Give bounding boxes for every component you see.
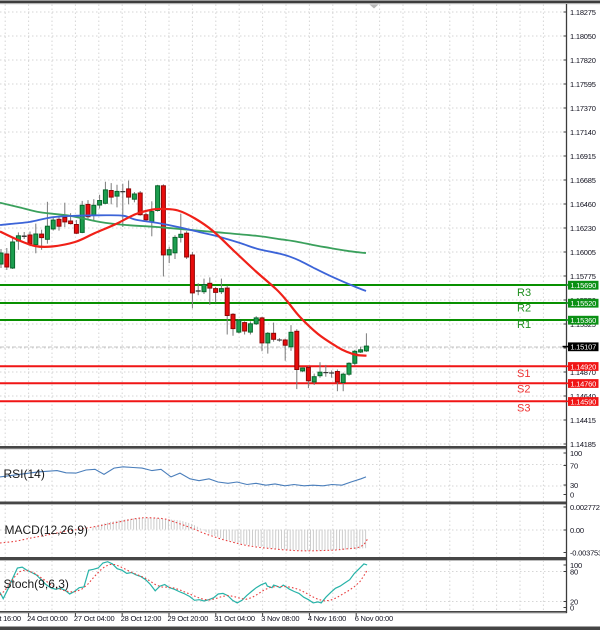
- svg-text:1.14760: 1.14760: [570, 379, 596, 388]
- svg-text:S3: S3: [517, 403, 530, 415]
- svg-text:100: 100: [570, 561, 582, 570]
- svg-text:1.15690: 1.15690: [570, 281, 596, 290]
- svg-text:20: 20: [570, 598, 578, 607]
- svg-text:S2: S2: [517, 384, 530, 396]
- svg-text:1.15360: 1.15360: [570, 316, 596, 325]
- svg-text:6 Nov 00:00: 6 Nov 00:00: [355, 614, 393, 623]
- svg-text:1.17370: 1.17370: [570, 104, 596, 113]
- svg-text:1.14415: 1.14415: [570, 416, 596, 425]
- svg-text:R1: R1: [517, 319, 531, 331]
- svg-text:R2: R2: [517, 303, 531, 315]
- svg-text:1.17140: 1.17140: [570, 128, 596, 137]
- svg-text:1.17595: 1.17595: [570, 80, 596, 89]
- svg-text:1.14920: 1.14920: [570, 362, 596, 371]
- svg-text:0: 0: [570, 491, 574, 500]
- svg-text:1.18050: 1.18050: [570, 32, 596, 41]
- svg-text:Stoch(9,6,3): Stoch(9,6,3): [4, 577, 69, 591]
- svg-text:100: 100: [570, 449, 582, 458]
- svg-text:-0.003753: -0.003753: [570, 549, 600, 558]
- svg-text:70: 70: [570, 462, 578, 471]
- svg-text:1.14640: 1.14640: [570, 392, 596, 401]
- svg-text:1.15520: 1.15520: [570, 299, 596, 308]
- svg-text:0.00: 0.00: [570, 526, 584, 535]
- svg-text:1.14870: 1.14870: [570, 368, 596, 377]
- svg-text:1.14590: 1.14590: [570, 397, 596, 406]
- svg-text:1.15107: 1.15107: [570, 343, 596, 352]
- svg-text:24 Oct 00:00: 24 Oct 00:00: [27, 614, 68, 623]
- svg-text:1.14185: 1.14185: [570, 440, 596, 449]
- svg-text:S1: S1: [517, 368, 530, 380]
- svg-text:1.16460: 1.16460: [570, 200, 596, 209]
- svg-text:R3: R3: [517, 287, 531, 299]
- svg-text:28 Oct 12:00: 28 Oct 12:00: [121, 614, 162, 623]
- svg-text:RSI(14): RSI(14): [4, 467, 45, 481]
- svg-text:23 Oct 16:00: 23 Oct 16:00: [0, 614, 21, 623]
- svg-text:30: 30: [570, 481, 578, 490]
- svg-text:0: 0: [570, 604, 574, 613]
- svg-text:4 Nov 16:00: 4 Nov 16:00: [308, 614, 346, 623]
- svg-text:1.17820: 1.17820: [570, 56, 596, 65]
- svg-text:80: 80: [570, 568, 578, 577]
- svg-text:31 Oct 04:00: 31 Oct 04:00: [214, 614, 255, 623]
- svg-text:1.18275: 1.18275: [570, 8, 596, 17]
- svg-text:1.15775: 1.15775: [570, 272, 596, 281]
- svg-text:0.002772: 0.002772: [570, 503, 600, 512]
- svg-text:27 Oct 04:00: 27 Oct 04:00: [74, 614, 115, 623]
- svg-text:3 Nov 08:00: 3 Nov 08:00: [261, 614, 299, 623]
- svg-text:29 Oct 20:00: 29 Oct 20:00: [168, 614, 209, 623]
- svg-text:MACD(12,26,9): MACD(12,26,9): [5, 523, 88, 537]
- svg-text:1.16005: 1.16005: [570, 248, 596, 257]
- svg-text:1.16230: 1.16230: [570, 224, 596, 233]
- svg-text:1.16685: 1.16685: [570, 176, 596, 185]
- svg-text:1.16915: 1.16915: [570, 152, 596, 161]
